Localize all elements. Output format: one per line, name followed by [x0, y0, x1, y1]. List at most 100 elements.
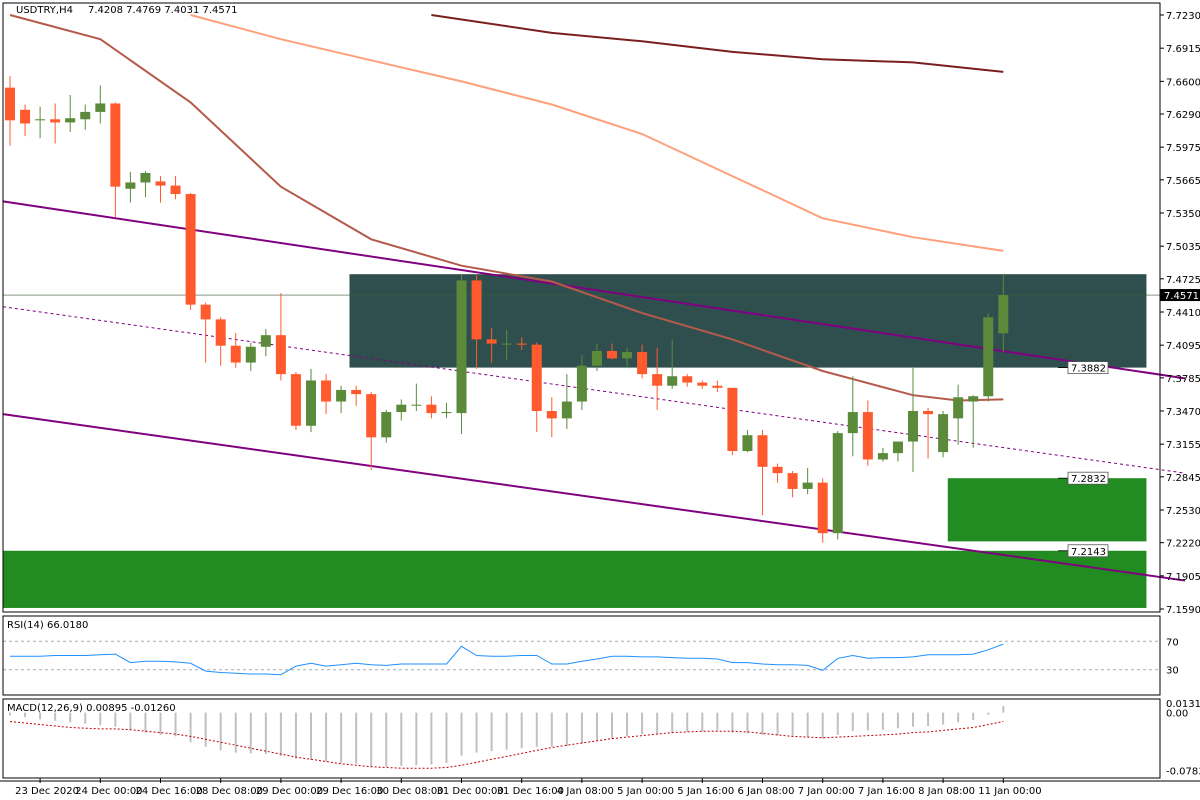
candle [50, 103, 61, 144]
candle [426, 396, 437, 419]
candle [923, 407, 934, 459]
candle [215, 317, 226, 366]
candle [260, 328, 271, 357]
y-tick-label: 7.4725 [1166, 275, 1200, 286]
y-tick-label: 7.4410 [1166, 308, 1200, 319]
candle-body [576, 365, 587, 402]
x-tick-label: 28 Dec 08:00 [196, 786, 263, 797]
level-label: 7.2143 [1071, 547, 1106, 558]
candle [892, 441, 903, 462]
candle-body [411, 404, 422, 406]
candle [727, 387, 738, 456]
candle [471, 275, 482, 369]
candle-body [471, 280, 482, 340]
candle-body [591, 350, 602, 366]
macd-tick-label: 0.00 [1166, 709, 1188, 720]
x-tick-label: 7 Jan 16:00 [858, 786, 915, 797]
candle [531, 342, 542, 433]
candle [622, 347, 633, 367]
candle-body [817, 482, 828, 534]
candle [817, 478, 828, 543]
candle-body [5, 87, 15, 121]
candle-body [125, 182, 136, 189]
candle-body [290, 374, 301, 426]
candle-body [336, 389, 347, 402]
candle-body [275, 335, 286, 375]
candle [877, 447, 888, 462]
candle-body [351, 389, 362, 395]
x-tick-label: 31 Dec 16:00 [497, 786, 564, 797]
candle-body [65, 118, 76, 123]
current-price-tag [1160, 289, 1200, 302]
candle [546, 397, 557, 438]
y-tick-label: 7.2220 [1166, 539, 1200, 550]
x-tick-label: 5 Jan 00:00 [617, 786, 674, 797]
y-tick-label: 7.5035 [1166, 242, 1200, 253]
candle-body [667, 376, 678, 386]
candle-body [426, 404, 437, 414]
candle-body [20, 109, 31, 124]
candle [245, 342, 256, 371]
candle [607, 343, 617, 360]
candle-body [908, 411, 918, 442]
x-tick-label: 6 Jan 08:00 [738, 786, 795, 797]
candle [65, 95, 76, 132]
candle-body [80, 111, 91, 120]
x-tick-label: 7 Jan 00:00 [798, 786, 855, 797]
y-tick-label: 7.3785 [1166, 374, 1200, 385]
candle-body [802, 482, 813, 489]
candle [381, 409, 392, 443]
candle-body [652, 374, 663, 386]
x-tick-label: 8 Jan 08:00 [918, 786, 975, 797]
candle-body [622, 352, 633, 359]
macd-tick-label: -0.07834 [1166, 767, 1200, 778]
candle-body [923, 411, 934, 415]
candle [637, 344, 648, 379]
x-tick-label: 29 Dec 16:00 [316, 786, 383, 797]
candle [486, 327, 497, 363]
y-tick-label: 7.3470 [1166, 407, 1200, 418]
candle [185, 192, 196, 310]
y-tick-label: 7.2845 [1166, 473, 1200, 484]
symbol-header: USDTRY,H4 [16, 5, 73, 16]
candle-body [381, 412, 392, 438]
candle-body [772, 466, 783, 474]
rsi-pane: RSI(14) 66.0180 [3, 620, 1160, 676]
resistance-zone [349, 274, 1147, 368]
rsi-line [10, 643, 1004, 676]
support-zone-1 [947, 478, 1147, 542]
candle [516, 337, 527, 350]
candle-body [486, 339, 497, 344]
candle [80, 104, 91, 130]
ohlc-values: 7.4208 7.4769 7.4031 7.4571 [88, 5, 238, 16]
macd-pane: MACD(12,26,9) 0.00895 -0.01260 [7, 703, 1005, 769]
candle-body [862, 412, 873, 460]
candle [682, 374, 693, 387]
y-tick-label: 7.4095 [1166, 341, 1200, 352]
candle-body [682, 376, 693, 383]
candle [306, 368, 316, 433]
x-tick-label: 31 Dec 00:00 [437, 786, 504, 797]
candle [847, 376, 858, 457]
candle [862, 400, 873, 466]
candle-body [787, 473, 798, 489]
candle [802, 467, 813, 495]
candle [336, 385, 347, 414]
candle [35, 106, 46, 139]
candle [938, 411, 949, 458]
candle-body [637, 352, 648, 375]
candle-body [938, 414, 949, 453]
candle-body [516, 343, 527, 345]
x-tick-label: 4 Jan 08:00 [557, 786, 614, 797]
x-tick-label: 23 Dec 2020 [15, 786, 79, 797]
candle-body [215, 319, 226, 346]
level-label: 7.2832 [1071, 474, 1106, 485]
y-tick-label: 7.5975 [1166, 143, 1200, 154]
candle [110, 102, 121, 218]
candle-body [35, 119, 46, 121]
candle-body [95, 103, 106, 112]
y-tick-label: 7.2530 [1166, 506, 1200, 517]
candle-body [230, 345, 241, 363]
candle-body [441, 412, 452, 414]
